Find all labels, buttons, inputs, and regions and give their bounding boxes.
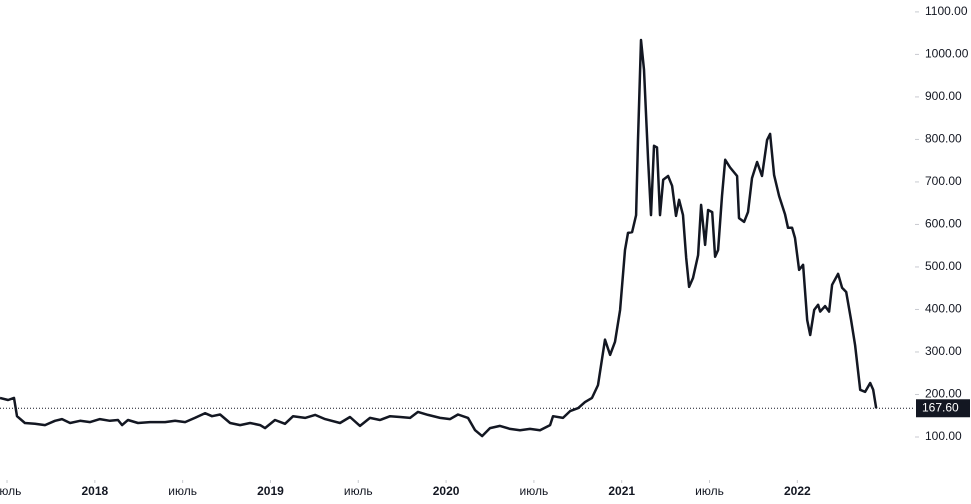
x-tick-label: июль bbox=[520, 484, 549, 498]
y-tick-label: 1100.00 bbox=[925, 4, 968, 18]
y-tick-label: 500.00 bbox=[925, 259, 962, 273]
y-tick-label: 400.00 bbox=[925, 302, 962, 316]
y-tick-label: 100.00 bbox=[925, 429, 962, 443]
x-tick-label: июль bbox=[695, 484, 724, 498]
x-tick-label: 2021 bbox=[608, 484, 635, 498]
y-tick-label: 200.00 bbox=[925, 387, 962, 401]
x-tick-label: 2020 bbox=[433, 484, 460, 498]
y-tick-label: 700.00 bbox=[925, 174, 962, 188]
y-tick-label: 600.00 bbox=[925, 217, 962, 231]
x-tick-label: 2019 bbox=[257, 484, 284, 498]
x-tick-label: 2018 bbox=[81, 484, 108, 498]
y-tick-label: 900.00 bbox=[925, 89, 962, 103]
y-tick-label: 300.00 bbox=[925, 344, 962, 358]
x-tick-label: июль bbox=[344, 484, 373, 498]
x-tick-label: июль bbox=[0, 484, 21, 498]
x-tick-label: 2022 bbox=[784, 484, 811, 498]
y-tick-label: 1000.00 bbox=[925, 47, 969, 61]
last-price-box bbox=[916, 399, 970, 418]
price-line bbox=[0, 38, 878, 438]
y-tick-label: 800.00 bbox=[925, 132, 962, 146]
axis-background bbox=[0, 478, 971, 504]
last-price-label: 167.60 bbox=[922, 400, 959, 414]
x-tick-label: июль bbox=[168, 484, 197, 498]
